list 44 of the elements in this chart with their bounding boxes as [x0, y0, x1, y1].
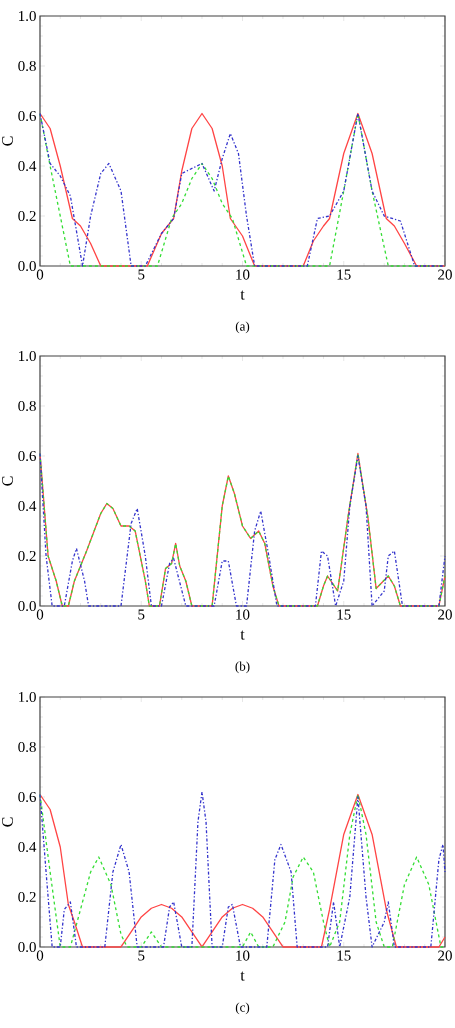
- y-tick-label: 0.6: [18, 450, 37, 462]
- x-tick-label: 20: [438, 950, 452, 961]
- x-tick-label: 0: [36, 609, 44, 620]
- y-tick-label: 0.2: [18, 550, 36, 562]
- y-tick-label: 0.0: [18, 260, 36, 272]
- x-tick-label: 10: [236, 950, 250, 961]
- x-tick-label: 15: [337, 269, 351, 280]
- x-tick-label: 20: [438, 269, 452, 280]
- text: (b): [235, 661, 250, 674]
- x-tick-label: 10: [236, 609, 250, 620]
- y-tick-label: 0.4: [18, 500, 37, 512]
- y-tick-label: 0.6: [18, 110, 37, 122]
- x-tick-label: 5: [138, 269, 145, 280]
- x-tick-label: 5: [138, 950, 145, 961]
- x-axis-title: t: [240, 290, 245, 300]
- y-tick-label: 0.0: [18, 600, 36, 612]
- y-tick-label: 0.4: [18, 841, 37, 853]
- y-tick-label: 0.8: [18, 741, 36, 753]
- y-axis-title: C: [2, 476, 13, 486]
- x-tick-label: 20: [438, 609, 452, 620]
- y-tick-label: 0.8: [18, 60, 36, 72]
- x-tick-label: 0: [36, 950, 44, 961]
- y-tick-label: 0.8: [18, 400, 36, 412]
- line-series: [39, 452, 446, 607]
- x-axis-title: t: [240, 630, 245, 640]
- x-tick-label: 10: [236, 269, 250, 280]
- y-axis-title: C: [2, 136, 13, 146]
- text: (c): [235, 1002, 250, 1015]
- y-axis-title: C: [2, 817, 13, 827]
- y-tick-label: 0.4: [18, 160, 37, 172]
- x-axis-title: t: [240, 971, 245, 981]
- x-tick-label: 5: [138, 609, 145, 620]
- y-tick-label: 1.0: [19, 691, 36, 703]
- y-tick-label: 1.0: [19, 10, 36, 22]
- x-tick-label: 0: [36, 269, 44, 280]
- text: (a): [235, 321, 250, 334]
- y-tick-label: 0.0: [18, 941, 36, 953]
- line-series: [39, 112, 446, 267]
- x-tick-label: 15: [337, 950, 351, 961]
- x-tick-label: 15: [337, 609, 351, 620]
- y-tick-label: 0.2: [18, 891, 36, 903]
- y-tick-label: 1.0: [19, 350, 36, 362]
- y-tick-label: 0.2: [18, 210, 36, 222]
- y-tick-label: 0.6: [18, 791, 37, 803]
